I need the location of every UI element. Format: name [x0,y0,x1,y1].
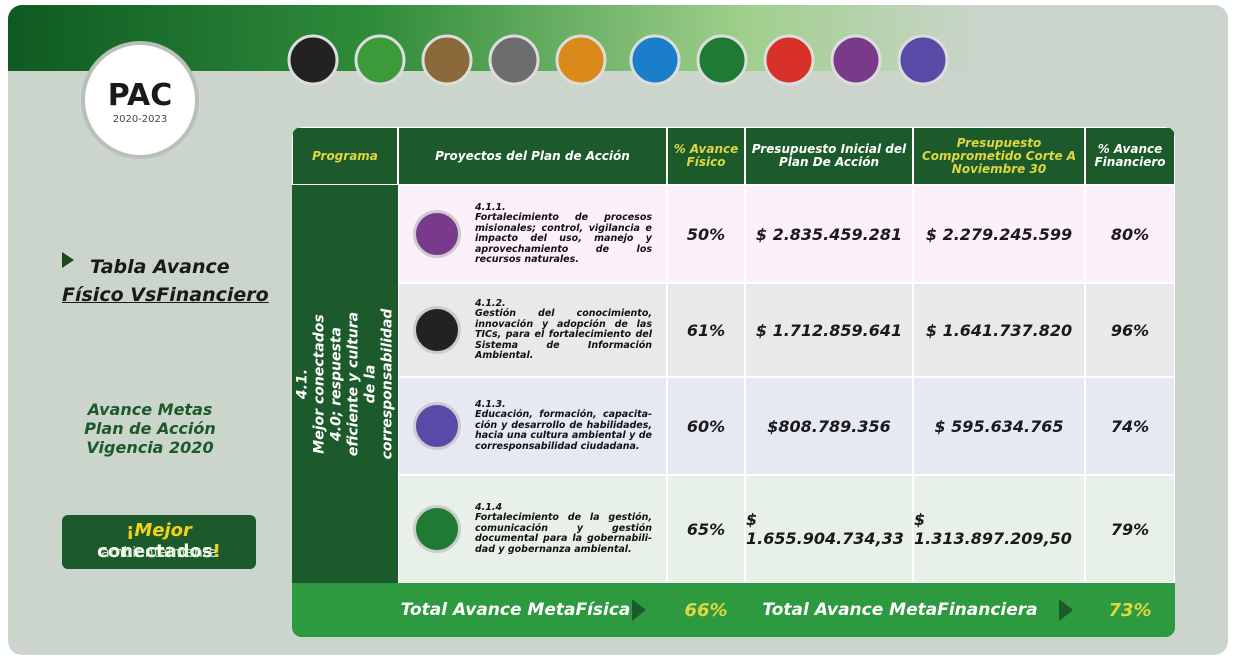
total-arrow [632,599,646,621]
value-cell: $ 1.655.904.734,33 [745,475,913,583]
total-label: Total Avance MetaFinanciera [762,600,1038,620]
column-header: Programa [292,127,398,185]
column-header: Proyectos del Plan de Acción [398,127,667,185]
value-cell: $ 1.712.859.641 [745,283,913,377]
value-cell: 65% [667,475,745,583]
project-cell: 4.1.3. Educación, formación, capacita-ció… [398,377,667,475]
header-band [8,5,1228,71]
bullet-arrow [62,252,74,268]
column-header: Presupuesto Inicial del Plan De Acción [745,127,913,185]
project-cell: 4.1.4 Fortalecimiento de la gestión, comu… [398,475,667,583]
value-cell: 79% [1085,475,1175,583]
project-icon [413,210,461,258]
project-code: 4.1.2. [475,297,506,309]
project-icon [413,505,461,553]
icon-row [287,34,949,86]
project-description: Fortalecimiento de procesos misionales; … [475,212,652,265]
value-cell: 50% [667,185,745,283]
program-name: Mejor conectados 4.0; respuesta eficient… [311,308,396,460]
badge-text: Mejor [134,520,192,541]
project-text: 4.1.4 Fortalecimiento de la gestión, comu… [475,501,652,556]
program-cell: 4.1. Mejor conectados 4.0; respuesta efic… [292,185,398,583]
value-cell: 61% [667,283,745,377]
program-code: 4.1. [294,368,311,400]
project-text: 4.1.1. Fortalecimiento de procesos mision… [475,201,652,266]
badge-bg [62,515,256,569]
program-text: 4.1. Mejor conectados 4.0; respuesta efic… [294,309,396,460]
logo-years: 2020-2023 [112,114,168,125]
value-cell: 74% [1085,377,1175,475]
sidebar-subtitle: Avance Metas Plan de Acción Vigencia 202… [60,400,240,457]
logo-circle [81,41,199,159]
sidebar-heading: Físico VsFinanciero [62,284,269,306]
badge-text: conectados [97,541,213,562]
sidebar-heading: Tabla Avance [90,256,230,278]
value-cell: $ 1.313.897.209,50 [913,475,1085,583]
total-label: Total Avance MetaFísica [400,600,631,620]
column-header: Presupuesto Comprometido Corte A Noviemb… [913,127,1085,185]
project-cell: 4.1.2. Gestión del conocimiento, innovaci… [398,283,667,377]
badge-text: ! [212,541,221,562]
value-cell: 80% [1085,185,1175,283]
subtitle-line: Avance Metas [87,400,213,419]
column-header: % Avance Financiero [1085,127,1175,185]
badge-text: ¡ [126,520,135,541]
value-cell: $808.789.356 [745,377,913,475]
value-cell: $ 2.279.245.599 [913,185,1085,283]
value-cell: $ 2.835.459.281 [745,185,913,283]
project-icon [413,306,461,354]
value-cell: 96% [1085,283,1175,377]
badge-line2: ambientalmente [101,545,217,561]
total-arrow [1059,599,1073,621]
project-text: 4.1.3. Educación, formación, capacita-ció… [475,398,652,453]
subtitle-line: Vigencia 2020 [86,438,214,457]
logo-title: PAC [107,78,173,113]
project-text: 4.1.2. Gestión del conocimiento, innovaci… [475,297,652,362]
project-code: 4.1.4 [475,501,503,513]
column-header: % Avance Físico [667,127,745,185]
value-cell: 60% [667,377,745,475]
project-description: Fortalecimiento de la gestión, comunicac… [475,512,652,555]
project-code: 4.1.1. [475,201,506,213]
project-description: Gestión del conocimiento, innovación y a… [475,308,652,361]
badge-line1: ¡Mejor conectados! [62,520,256,562]
total-value: 66% [684,599,728,621]
value-cell: $ 1.641.737.820 [913,283,1085,377]
table: Programa Proyectos del Plan de Acción% Av… [292,127,1175,637]
totals-row: Total Avance MetaFísica 66% Total Avance M… [292,583,1175,637]
subtitle-line: Plan de Acción [84,419,216,438]
project-cell: 4.1.1. Fortalecimiento de procesos mision… [398,185,667,283]
project-code: 4.1.3. [475,398,506,410]
project-icon [413,402,461,450]
value-cell: $ 595.634.765 [913,377,1085,475]
total-value: 73% [1108,599,1152,621]
project-description: Educación, formación, capacita-ción y de… [475,409,652,452]
